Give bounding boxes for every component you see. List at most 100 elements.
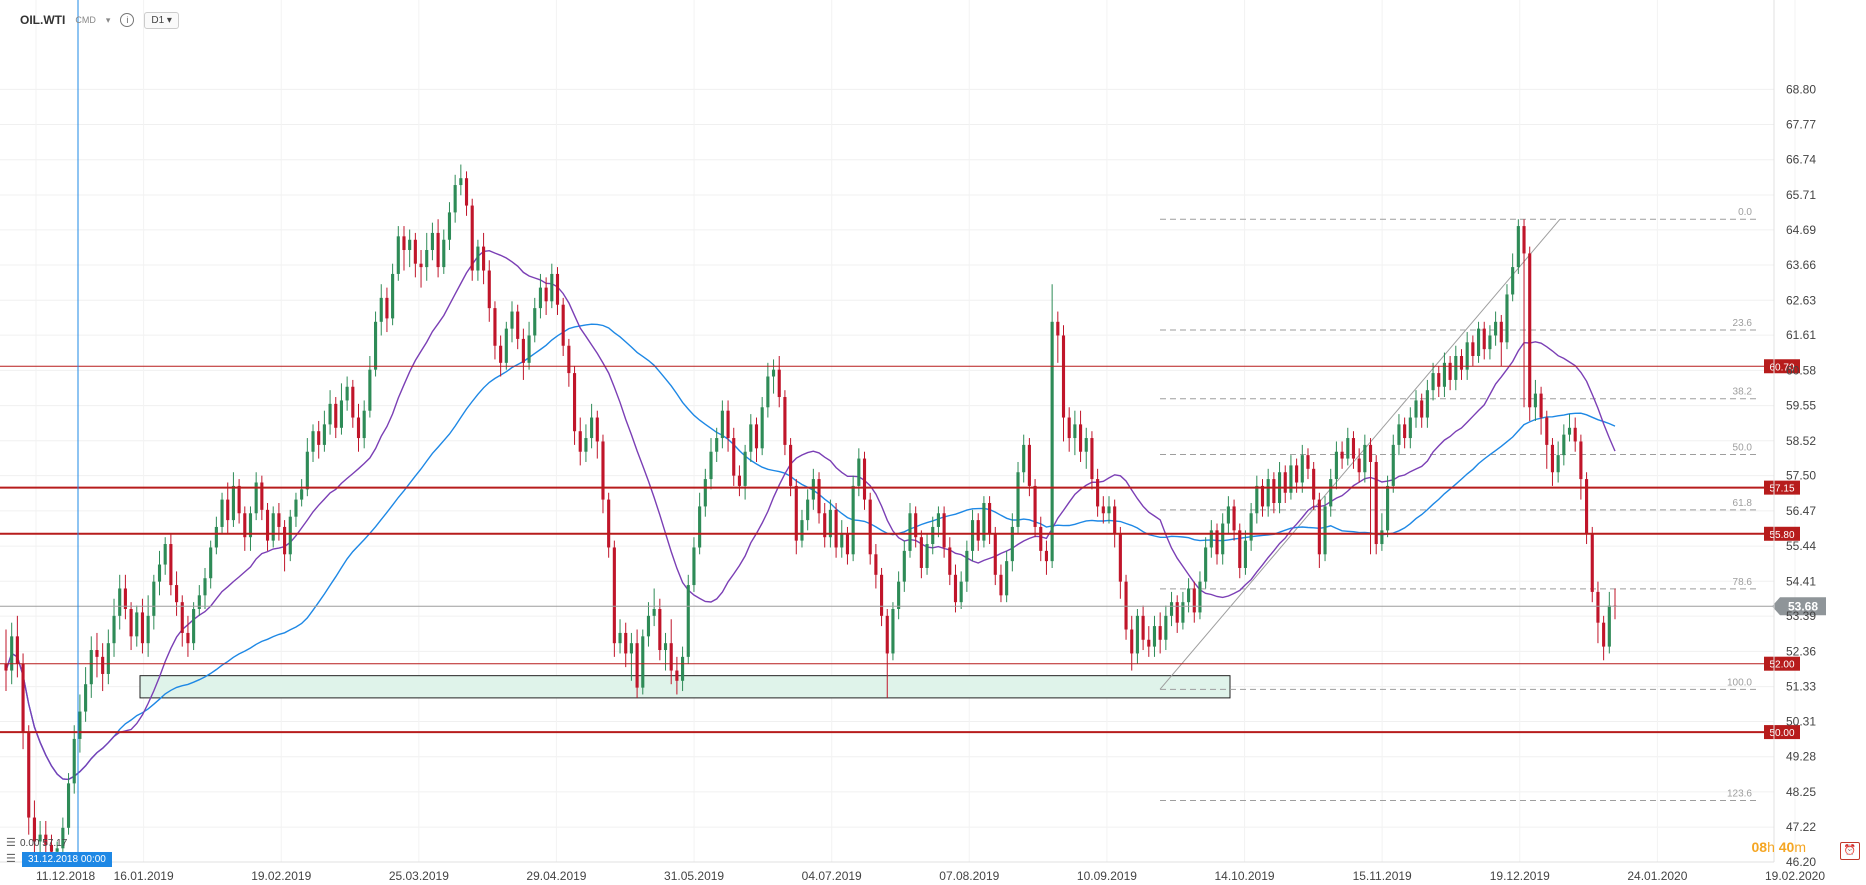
candle <box>118 574 122 630</box>
candle <box>1596 581 1600 644</box>
candle <box>1124 574 1128 640</box>
timer-minutes: 40 <box>1778 839 1795 855</box>
current-price-tag[interactable] <box>1772 597 1826 616</box>
candle <box>641 629 645 695</box>
trend-line[interactable] <box>1159 218 1561 690</box>
candle <box>555 267 560 315</box>
candle-body <box>538 287 543 309</box>
candle-body <box>1386 485 1390 531</box>
candle-body <box>1289 465 1293 493</box>
fib-level-label: 123.6 <box>1727 788 1752 799</box>
time-tick-label: 16.01.2019 <box>114 869 174 883</box>
candle-body <box>1226 506 1230 524</box>
candle-body <box>129 608 133 637</box>
candle <box>175 571 179 616</box>
candle-body <box>709 451 713 480</box>
candle-body <box>311 431 315 452</box>
candle-body <box>1363 444 1367 473</box>
candle-body <box>715 438 719 452</box>
candle-body <box>1323 506 1327 555</box>
chevron-down-icon[interactable]: ▾ <box>105 14 111 25</box>
level-price-tag[interactable] <box>1764 725 1800 740</box>
candle-body <box>607 499 611 548</box>
level-price-tag[interactable] <box>1764 359 1800 374</box>
time-axis[interactable]: 11.12.2018 16.01.2019 19.02.2019 25.03.2019… <box>0 861 1825 883</box>
candle-body <box>999 574 1003 596</box>
candle <box>1545 410 1549 469</box>
horizontal-levels[interactable]: 60.70 57.15 55.80 52.00 50.00 53.68 <box>0 359 1826 740</box>
candle <box>1005 550 1009 603</box>
candle <box>21 653 25 750</box>
candle-body <box>567 345 571 374</box>
candle <box>982 496 986 548</box>
candle <box>936 506 940 538</box>
candle-body <box>811 479 815 500</box>
candle-body <box>373 321 378 370</box>
candle <box>1169 591 1174 627</box>
candle <box>345 376 349 411</box>
candle <box>265 503 270 551</box>
candle <box>953 564 958 613</box>
level-price-tag[interactable] <box>1764 656 1800 671</box>
candle <box>1459 349 1464 380</box>
menu-icon[interactable]: ☰ <box>6 837 16 849</box>
price-tick-label: 65.71 <box>1786 188 1816 202</box>
candle-body <box>1602 622 1606 647</box>
candle <box>10 622 14 685</box>
alarm-icon[interactable]: ⏰ <box>1840 842 1860 860</box>
candle-body <box>1130 629 1134 654</box>
candle-body <box>874 554 878 575</box>
price-axis[interactable]: 47.22 48.25 49.28 50.31 51.33 52.36 53.39 54.41… <box>1773 0 1816 869</box>
price-tick-label: 53.39 <box>1786 609 1816 623</box>
candle <box>248 506 253 551</box>
candle <box>590 403 594 449</box>
candle <box>669 619 673 685</box>
candle-body <box>1260 485 1265 507</box>
time-tick-label: 07.08.2019 <box>939 869 999 883</box>
candle-body <box>1169 602 1174 616</box>
symbol-label[interactable]: OIL.WTI <box>20 13 66 27</box>
candle <box>999 564 1003 603</box>
candle-body <box>78 711 82 739</box>
candle <box>1181 591 1185 630</box>
info-icon[interactable]: i <box>120 13 135 27</box>
candle-body <box>413 239 417 264</box>
timeframe-value: D1 <box>151 14 165 26</box>
candle <box>1329 468 1333 517</box>
price-tick-label: 62.63 <box>1786 293 1816 307</box>
candle-body <box>214 526 218 548</box>
candle-body <box>1005 561 1009 596</box>
candle-body <box>1465 342 1469 370</box>
candle <box>129 602 133 651</box>
price-tick-label: 60.58 <box>1786 363 1816 377</box>
candle <box>1454 345 1458 391</box>
candle-body <box>1107 506 1111 514</box>
candle-body <box>61 827 65 849</box>
candle-body <box>72 738 76 784</box>
trend-line-segment[interactable] <box>1159 218 1561 690</box>
candle-body <box>561 304 565 346</box>
candle-body <box>1454 355 1458 380</box>
timeframe-select[interactable]: D1 ▾ <box>144 11 179 29</box>
candle <box>362 400 366 449</box>
level-price-tag[interactable] <box>1764 526 1800 541</box>
candle-body <box>379 297 383 322</box>
candle-body <box>908 513 912 551</box>
candle-body <box>698 506 702 548</box>
candle-body <box>675 670 679 681</box>
level-price-tag[interactable] <box>1764 480 1800 495</box>
candle <box>578 417 582 466</box>
candle <box>1567 414 1572 442</box>
candle <box>430 222 434 261</box>
candle-body <box>209 547 213 579</box>
candle-body <box>1152 626 1157 647</box>
candle <box>891 602 895 661</box>
candle-body <box>123 588 127 609</box>
list-icon[interactable]: ☰ <box>6 853 16 865</box>
time-tick-label: 15.11.2019 <box>1353 869 1412 883</box>
price-tick-label: 64.69 <box>1786 223 1816 237</box>
candle <box>1221 513 1225 565</box>
candle-body <box>1078 424 1083 452</box>
candle-body <box>106 643 110 674</box>
